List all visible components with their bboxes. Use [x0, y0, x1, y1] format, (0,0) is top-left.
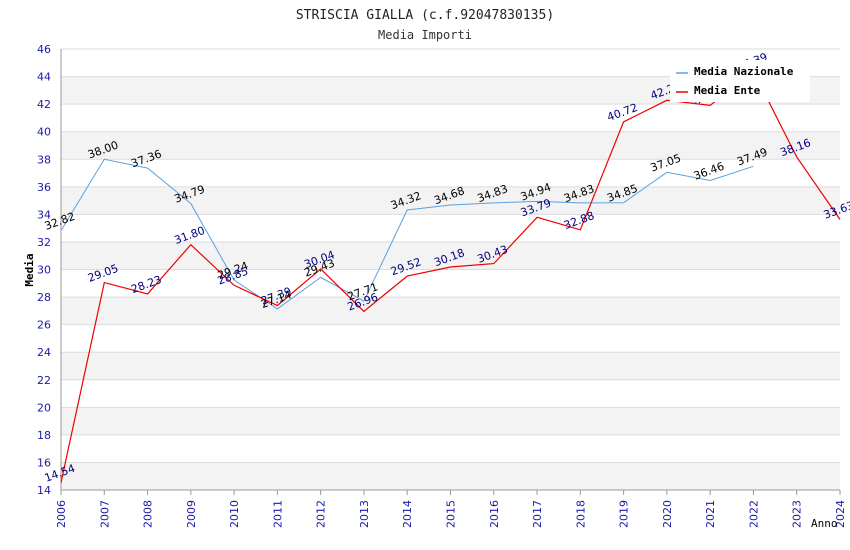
- x-tick-label: 2020: [661, 500, 674, 528]
- legend: Media Nazionale Media Ente: [670, 60, 810, 102]
- y-tick-label: 26: [37, 319, 51, 332]
- x-tick-label: 2022: [747, 500, 760, 528]
- y-tick-label: 36: [37, 181, 51, 194]
- x-tick-label: 2021: [704, 500, 717, 528]
- legend-box: [670, 60, 810, 102]
- y-tick-label: 38: [37, 153, 51, 166]
- x-tick-label: 2014: [401, 500, 414, 528]
- y-tick-label: 20: [37, 401, 51, 414]
- y-tick-label: 42: [37, 98, 51, 111]
- x-tick-label: 2008: [142, 500, 155, 528]
- y-tick-label: 46: [37, 43, 51, 56]
- x-tick-label: 2006: [55, 500, 68, 528]
- y-tick-label: 40: [37, 126, 51, 139]
- y-tick-label: 18: [37, 429, 51, 442]
- x-tick-label: 2013: [358, 500, 371, 528]
- x-tick-label: 2019: [618, 500, 631, 528]
- grid-band: [61, 131, 840, 160]
- x-tick-label: 2015: [445, 500, 458, 528]
- x-tick-label: 2023: [791, 500, 804, 528]
- x-axis: 2006 2007 2008 2009 2010 2011 2012 2013 2014 2015…: [55, 489, 847, 528]
- chart-subtitle: Media Importi: [378, 28, 472, 42]
- x-tick-label: 2016: [488, 500, 501, 528]
- y-tick-label: 30: [37, 264, 51, 277]
- grid-band: [61, 462, 840, 490]
- x-tick-label: 2007: [98, 500, 111, 528]
- grid-band: [61, 214, 840, 242]
- x-tick-label: 2010: [228, 500, 241, 528]
- x-axis-label: Anno: [811, 517, 838, 530]
- grid-band: [61, 104, 840, 132]
- grid-band: [61, 159, 840, 187]
- y-tick-label: 44: [37, 71, 51, 84]
- grid-band: [61, 297, 840, 325]
- y-axis-label: Media: [23, 253, 36, 286]
- y-tick-label: 14: [37, 484, 51, 497]
- series-line-ente: [60, 70, 841, 483]
- grid-band: [61, 324, 840, 353]
- grid-band: [61, 241, 840, 270]
- grid-bands: [61, 48, 840, 491]
- grid-band: [61, 352, 840, 380]
- legend-label-nazionale: Media Nazionale: [694, 65, 794, 78]
- y-tick-label: 28: [37, 291, 51, 304]
- grid-band: [61, 379, 840, 408]
- x-tick-label: 2024: [834, 500, 847, 528]
- y-tick-label: 24: [37, 346, 51, 359]
- y-tick-label: 32: [37, 236, 51, 249]
- y-axis: 14 16 18 20 22 24 26 28 30 32 34 36 38 40 42 44 46: [37, 43, 62, 497]
- x-tick-label: 2009: [185, 500, 198, 528]
- x-tick-label: 2017: [531, 500, 544, 528]
- chart-title: STRISCIA GIALLA (c.f.92047830135): [296, 8, 554, 23]
- grid-band: [61, 186, 840, 215]
- grid-band: [61, 434, 840, 463]
- y-tick-label: 22: [37, 374, 51, 387]
- x-tick-label: 2018: [574, 500, 587, 528]
- x-tick-label: 2012: [315, 500, 328, 528]
- grid-band: [61, 407, 840, 435]
- series-line-nazionale: [60, 158, 754, 310]
- y-tick-label: 16: [37, 456, 51, 469]
- y-tick-label: 34: [37, 208, 51, 221]
- x-tick-label: 2011: [271, 500, 284, 528]
- legend-label-ente: Media Ente: [694, 84, 761, 97]
- grid-band: [61, 269, 840, 298]
